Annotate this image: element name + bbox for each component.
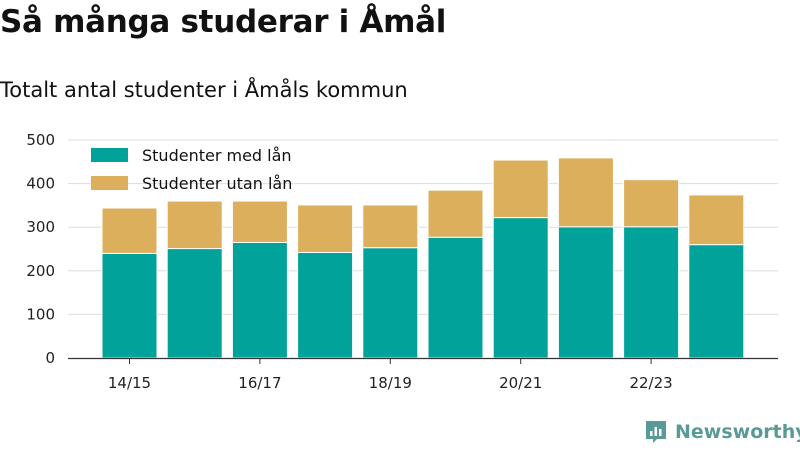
- y-tick-label: 500: [26, 131, 55, 149]
- x-tick-label: 22/23: [629, 374, 672, 392]
- y-tick-label: 300: [26, 218, 55, 236]
- legend-label-utan-lan: Studenter utan lån: [142, 174, 292, 193]
- y-tick-label: 100: [26, 305, 55, 323]
- bar-med-lan: [688, 244, 745, 359]
- y-tick-label: 200: [26, 262, 55, 280]
- y-tick-label: 0: [45, 349, 55, 367]
- bar-med-lan: [231, 241, 288, 359]
- bar-utan-lan: [557, 157, 614, 228]
- bars: [101, 157, 745, 359]
- newsworthy-logo-icon: [646, 421, 666, 443]
- stacked-bar-chart: 0 100 200 300 400 500 14/15 16/17 18/19 20/21 22/2…: [26, 131, 778, 392]
- x-tick-label: 20/21: [499, 374, 542, 392]
- bar-utan-lan: [492, 159, 549, 219]
- legend-swatch-utan-lan: [91, 176, 128, 190]
- chart-subtitle: Totalt antal studenter i Åmåls kommun: [0, 78, 408, 102]
- axes: 0 100 200 300 400 500 14/15 16/17 18/19 20/21 22/2…: [26, 131, 778, 392]
- bar-med-lan: [492, 217, 549, 359]
- legend-label-med-lan: Studenter med lån: [142, 146, 292, 165]
- brand-logo: Newsworthy: [645, 420, 800, 444]
- bar-utan-lan: [427, 189, 484, 238]
- chart-title: Så många studerar i Åmål: [0, 4, 447, 40]
- bar-utan-lan: [362, 204, 419, 249]
- bar-utan-lan: [297, 204, 354, 253]
- y-tick-label: 400: [26, 175, 55, 193]
- x-tick-label: 18/19: [369, 374, 412, 392]
- bar-utan-lan: [688, 194, 745, 246]
- bar-med-lan: [362, 247, 419, 359]
- x-tick-label: 14/15: [108, 374, 151, 392]
- brand-name: Newsworthy: [675, 421, 800, 443]
- bar-utan-lan: [623, 179, 680, 228]
- bar-med-lan: [623, 226, 680, 359]
- bar-med-lan: [101, 252, 158, 359]
- legend-swatch-med-lan: [91, 148, 128, 162]
- legend: Studenter med lån Studenter utan lån: [91, 146, 292, 193]
- bar-utan-lan: [101, 207, 158, 254]
- bar-med-lan: [297, 251, 354, 359]
- bar-med-lan: [557, 226, 614, 359]
- x-tick-label: 16/17: [238, 374, 281, 392]
- bar-med-lan: [166, 248, 223, 359]
- bar-med-lan: [427, 236, 484, 359]
- bar-utan-lan: [231, 200, 288, 243]
- bar-utan-lan: [166, 200, 223, 250]
